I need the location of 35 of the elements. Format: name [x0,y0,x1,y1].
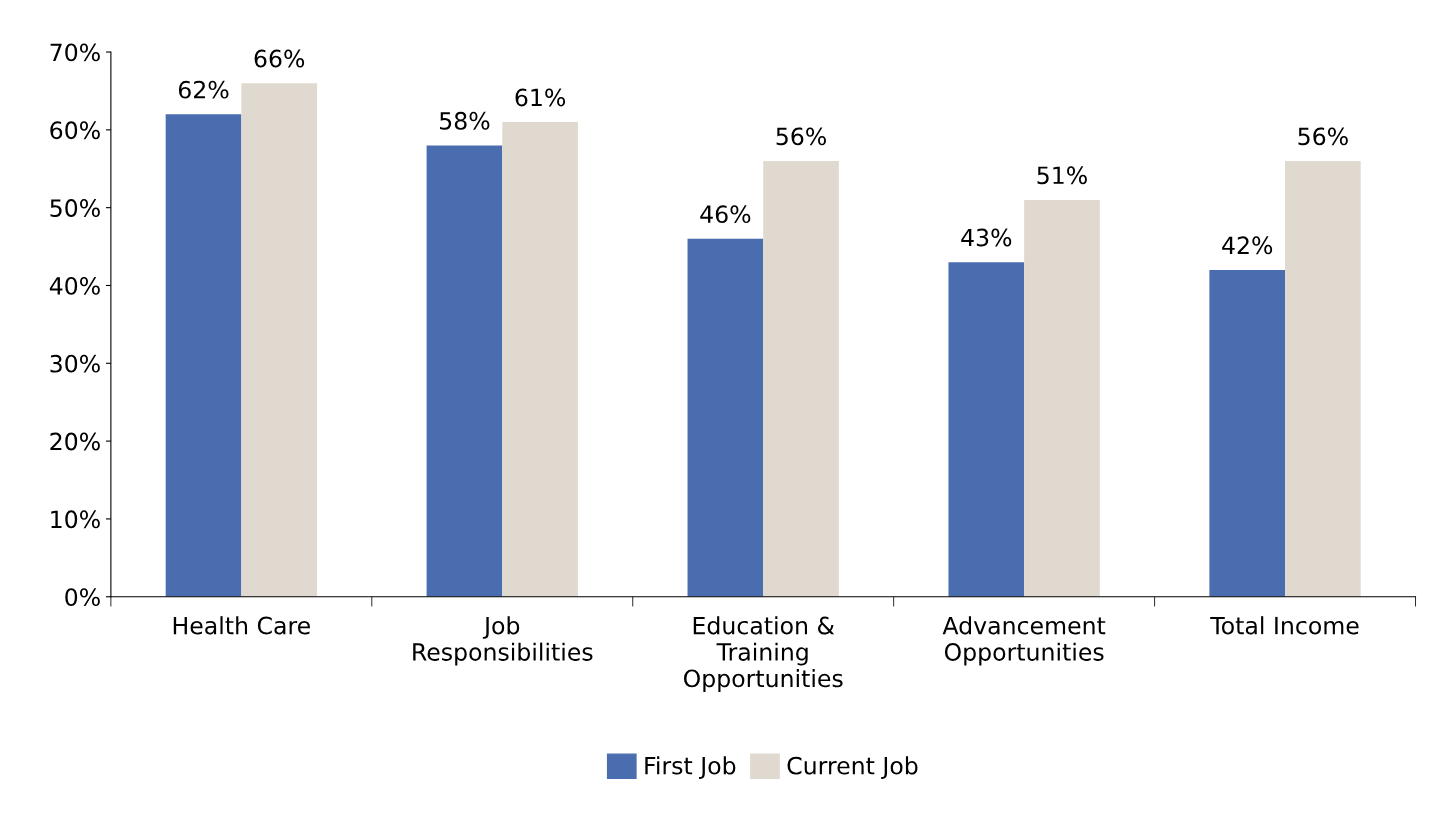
y-tick-label: 10% [51,510,100,529]
x-tick-label: Health Care [173,616,310,635]
y-tick-label: 50% [50,199,100,217]
x-tick-label: Job Responsibilities [413,616,593,666]
data-label: 66% [254,49,305,68]
data-label: 61% [515,88,566,107]
bar [426,145,503,597]
x-tick-label: Advancement Opportunities [942,616,1106,666]
bar [241,83,318,597]
bar [165,114,242,597]
y-tick-label: 40% [49,276,100,295]
bar [948,262,1025,597]
x-tick-label: Education & Training Opportunities [683,616,843,692]
data-label: 43% [961,228,1012,247]
bar [1024,199,1100,597]
bar [1209,269,1286,597]
legend-label: First Job [645,756,736,779]
bar [502,122,578,597]
bar [1285,160,1361,597]
legend-label: Current Job [787,756,918,779]
data-label: 56% [1298,127,1348,146]
data-label: 62% [178,80,229,99]
data-label: 56% [776,127,826,146]
y-tick-label: 30% [50,354,100,373]
y-tick-label: 60% [50,121,100,140]
y-tick-label: 70% [50,43,100,62]
data-label: 51% [1037,166,1087,185]
y-tick-label: 20% [50,432,100,451]
data-label: 46% [700,205,751,224]
bar [687,238,764,597]
x-tick-label: Total Income [1210,616,1359,635]
bar [763,160,839,597]
y-tick-label: 0% [65,588,100,607]
data-label: 42% [1222,236,1273,255]
data-label: 58% [440,111,490,130]
